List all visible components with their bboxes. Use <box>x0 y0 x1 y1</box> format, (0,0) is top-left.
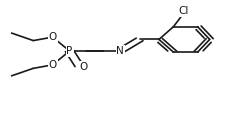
Text: O: O <box>49 32 57 42</box>
Text: N: N <box>116 46 124 56</box>
Text: P: P <box>66 46 73 56</box>
Text: O: O <box>79 62 88 72</box>
Text: O: O <box>49 60 57 70</box>
Text: Cl: Cl <box>178 6 188 16</box>
